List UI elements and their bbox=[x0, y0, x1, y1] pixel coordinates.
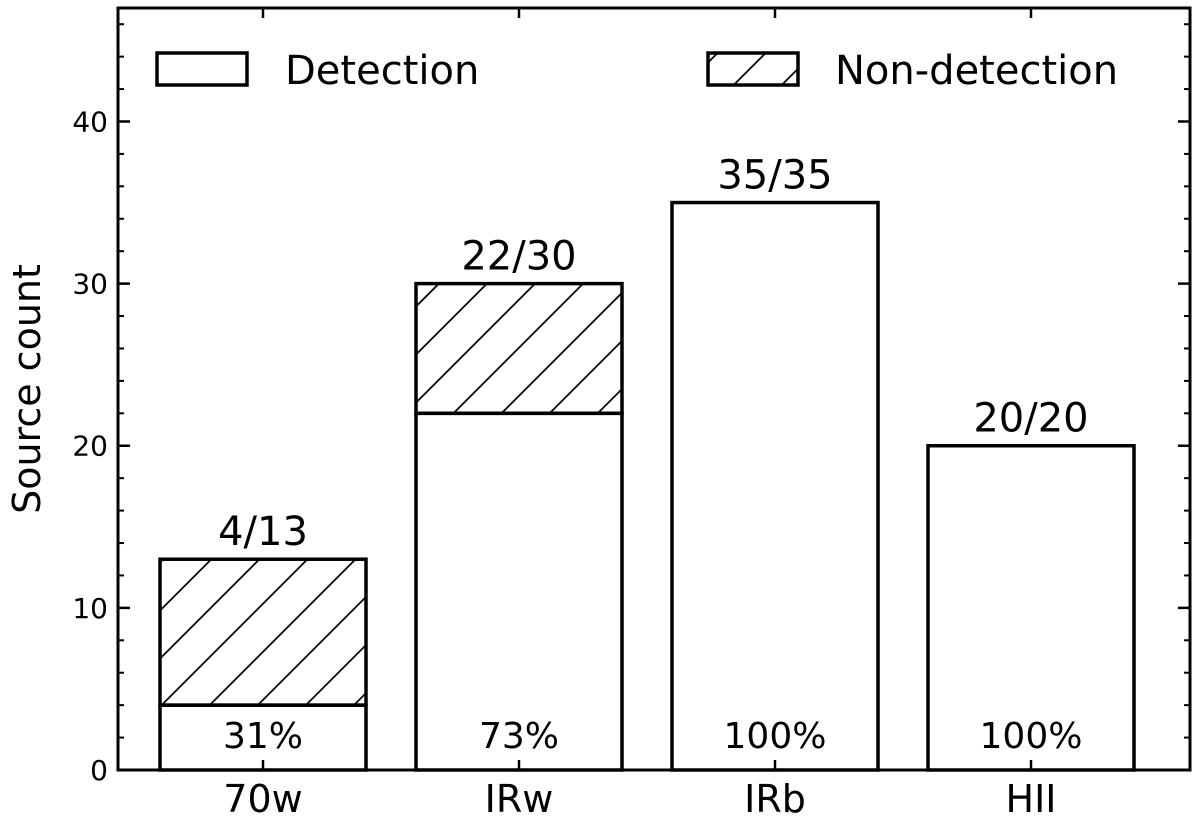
y-tick-label: 30 bbox=[72, 268, 108, 301]
y-tick-label: 40 bbox=[72, 105, 108, 138]
bar-hii-detection bbox=[926, 443, 1136, 772]
bar-irw-detection bbox=[414, 411, 624, 772]
x-tick-label: IRw bbox=[485, 777, 554, 821]
bar-percent-label: 100% bbox=[724, 716, 827, 757]
legend-detection-swatch bbox=[155, 51, 249, 87]
y-axis-label: Source count bbox=[5, 264, 49, 514]
bars bbox=[158, 200, 1136, 772]
bar-irw-non-detection bbox=[414, 281, 624, 416]
y-tick-label: 10 bbox=[72, 592, 108, 625]
bar-70w-non-detection bbox=[158, 557, 368, 707]
axes: 70w IRw IRb HII 0 10 20 30 40 bbox=[72, 6, 1192, 821]
bar-percent-label: 100% bbox=[980, 716, 1083, 757]
bar-ratio-label: 4/13 bbox=[218, 509, 308, 555]
bar-ratio-label: 22/30 bbox=[461, 234, 576, 280]
bar-percent-label: 31% bbox=[223, 716, 303, 757]
y-tick-label: 20 bbox=[72, 430, 108, 463]
y-tick-label: 0 bbox=[90, 754, 108, 787]
legend-non-detection-label: Non-detection bbox=[835, 48, 1118, 94]
plot-frame bbox=[116, 6, 1192, 772]
bar-percent-label: 73% bbox=[479, 716, 559, 757]
bar-70w-detection bbox=[158, 703, 368, 772]
legend-detection-label: Detection bbox=[285, 48, 479, 94]
bar-ratio-label: 20/20 bbox=[973, 396, 1088, 442]
bar-annotations: 4/13 31% 22/30 73% 35/35 100% 20/20 100% bbox=[218, 153, 1089, 757]
legend: Detection Non-detection bbox=[155, 48, 1118, 94]
x-tick-label: IRb bbox=[744, 777, 806, 821]
x-tick-label: HII bbox=[1006, 777, 1057, 821]
bar-irb-detection bbox=[670, 200, 880, 772]
legend-non-detection-swatch bbox=[706, 51, 800, 87]
x-tick-label: 70w bbox=[223, 777, 302, 821]
bar-ratio-label: 35/35 bbox=[717, 153, 832, 199]
